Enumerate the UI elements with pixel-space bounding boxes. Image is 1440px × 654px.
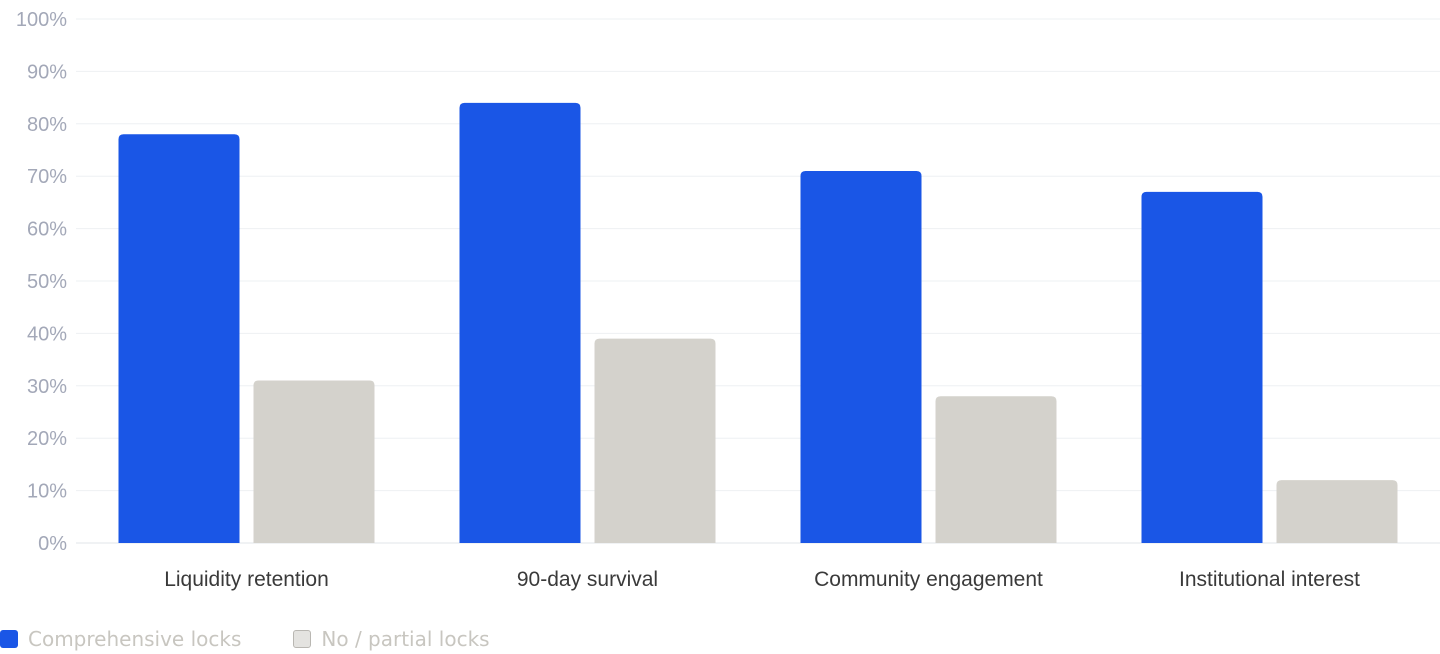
y-tick-label: 70% xyxy=(27,166,67,188)
bar xyxy=(1276,480,1398,543)
bar xyxy=(935,396,1057,543)
legend-swatch-no-partial xyxy=(293,630,312,648)
y-tick-label: 40% xyxy=(27,323,67,345)
bar xyxy=(1141,191,1263,544)
x-category-label: 90-day survival xyxy=(517,568,658,591)
legend-swatch-comprehensive xyxy=(0,630,18,648)
y-tick-label: 90% xyxy=(27,61,67,83)
y-tick-label: 30% xyxy=(27,376,67,398)
bar xyxy=(118,134,240,543)
legend-item-no-partial[interactable]: No / partial locks xyxy=(293,627,490,651)
y-tick-label: 80% xyxy=(27,114,67,136)
legend-item-comprehensive[interactable]: Comprehensive locks xyxy=(0,627,241,651)
legend-label-no-partial: No / partial locks xyxy=(321,627,490,651)
y-tick-label: 0% xyxy=(38,533,67,555)
y-tick-label: 100% xyxy=(16,9,67,31)
y-tick-label: 50% xyxy=(27,271,67,293)
bar xyxy=(253,380,375,543)
x-category-label: Community engagement xyxy=(814,568,1043,591)
y-tick-label: 60% xyxy=(27,219,67,241)
y-tick-label: 20% xyxy=(27,428,67,450)
bar xyxy=(594,338,716,543)
legend: Comprehensive locks No / partial locks xyxy=(0,624,542,654)
y-tick-label: 10% xyxy=(27,481,67,503)
x-category-label: Liquidity retention xyxy=(164,568,329,591)
legend-label-comprehensive: Comprehensive locks xyxy=(28,627,242,651)
bar xyxy=(459,102,581,543)
bar xyxy=(800,170,922,543)
x-category-label: Institutional interest xyxy=(1179,568,1360,591)
bar-chart: 0% 10% 20% 30% 40% 50% 60% 70% 80% 90% 100% Liquidi… xyxy=(16,9,1440,591)
